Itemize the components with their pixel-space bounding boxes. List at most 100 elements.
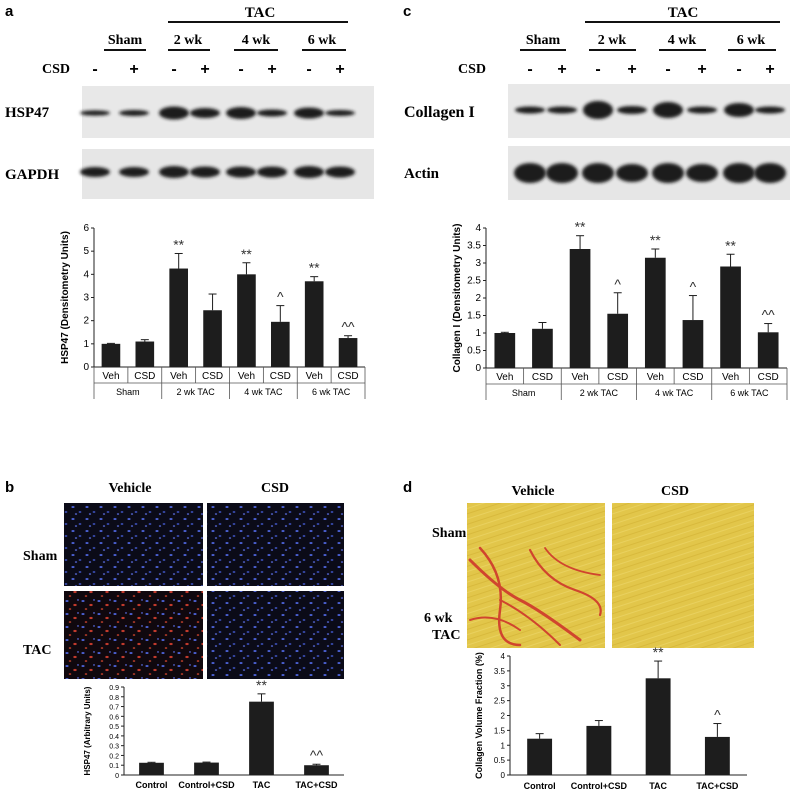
chart-b-ytick-label-0: 0: [115, 773, 119, 780]
blot-c-collagen-band-8: [755, 106, 785, 114]
chart-a-annotation-3: **: [173, 236, 184, 252]
blot-a-lane-sign-2: +: [129, 61, 138, 78]
chart-a-bar-8: [338, 338, 358, 367]
chart-b-ytick-label-2: 0.2: [109, 753, 119, 760]
micro-b-col-vehicle: Vehicle: [108, 481, 151, 496]
chart-c-ytick-label-4: 2: [475, 293, 481, 304]
chart-c-bar-6: [682, 320, 704, 368]
chart-c-ylabel: Collagen I (Densitometry Units): [452, 224, 463, 373]
blot-a-hsp47-band-4: [190, 108, 220, 118]
chart-d-ytick-label-2: 1: [501, 741, 506, 750]
blot-a-gapdh-band-6: [257, 166, 287, 178]
blot-c-actin-band-7: [723, 163, 755, 183]
micrograph-d-tac-csd: [612, 545, 754, 648]
chart-c-bar-7: [720, 266, 741, 368]
blot-a-gapdh-band-5: [226, 166, 256, 178]
blot-a-lane-sign-3: -: [171, 61, 176, 78]
chart-a-bar-7: [304, 281, 324, 367]
chart-a-category-3: Veh: [170, 371, 187, 382]
blot-c-lane-sign-5: -: [665, 61, 670, 78]
chart-c-bar-8: [757, 332, 779, 368]
micro-b-row-tac: TAC: [23, 643, 52, 658]
panel-letter-a: a: [5, 3, 14, 20]
chart-d-ytick-label-1: 0.5: [494, 756, 506, 765]
chart-d-ytick-label-7: 3.5: [494, 667, 506, 676]
chart-c-category-2: CSD: [532, 372, 553, 383]
blot-a-row-hsp47: HSP47: [5, 105, 50, 121]
chart-a-ylabel: HSP47 (Densitometry Units): [60, 231, 71, 364]
blot-a-gapdh-band-4: [190, 166, 220, 178]
blot-a-gapdh-band-7: [294, 166, 324, 178]
chart-a-group-2: 2 wk TAC: [177, 387, 216, 397]
chart-b-annotation-3: **: [256, 677, 267, 693]
chart-a-bar-4: [203, 310, 222, 367]
chart-a-bar-2: [135, 341, 155, 367]
chart-c-category-6: CSD: [682, 372, 703, 383]
chart-c-ytick-label-6: 3: [475, 258, 481, 269]
chart-c-group-2: 2 wk TAC: [580, 388, 619, 398]
chart-c-group-4: 6 wk TAC: [730, 388, 769, 398]
chart-a-group-1: Sham: [116, 387, 140, 397]
chart-d-bar-3: [645, 678, 671, 775]
chart-a-annotation-7: **: [309, 260, 320, 276]
micro-b-row-sham: Sham: [23, 549, 58, 564]
chart-b-ytick-label-4: 0.4: [109, 734, 119, 741]
blot-c-collagen-band-3: [583, 101, 613, 119]
blot-c-timepoint-6wk: 6 wk: [737, 33, 766, 48]
chart-b-category-4: TAC+CSD: [295, 780, 338, 790]
chart-a-category-5: Veh: [238, 371, 255, 382]
blot-c-lane-sign-7: -: [736, 61, 741, 78]
chart-a-bar-5: [237, 274, 256, 367]
chart-d-ytick-label-0: 0: [501, 771, 506, 780]
chart-c-ytick-label-7: 3.5: [467, 241, 481, 252]
chart-a-category-7: Veh: [306, 371, 323, 382]
chart-b-ytick-label-6: 0.6: [109, 714, 119, 721]
blot-a-lane-sign-5: -: [238, 61, 243, 78]
chart-c-group-3: 4 wk TAC: [655, 388, 694, 398]
blot-c-actin-band-6: [686, 164, 718, 182]
blot-a-timepoint-6wk: 6 wk: [308, 33, 337, 48]
chart-b-ytick-label-7: 0.7: [109, 705, 119, 712]
blot-c-lane-sign-1: -: [527, 61, 532, 78]
blot-a-timepoint-4wk: 4 wk: [242, 33, 271, 48]
blot-c-sham-label: Sham: [526, 33, 561, 48]
blot-c-lane-sign-4: +: [627, 61, 636, 78]
blot-c-row-actin: Actin: [404, 166, 440, 182]
blot-a-lane-sign-6: +: [267, 61, 276, 78]
chart-c-bar-1: [494, 333, 516, 368]
blot-a-lane-sign-1: -: [92, 61, 97, 78]
chart-a: 0 1 2 3 4 5 6 HSP47 (Densitometry Units) Veh CSD *…: [60, 223, 366, 399]
blot-c-actin-band-1: [514, 163, 546, 183]
chart-d-category-4: TAC+CSD: [696, 781, 739, 791]
chart-d-ytick-label-4: 2: [501, 712, 506, 721]
chart-c-annotation-5: **: [650, 232, 661, 248]
chart-d-category-3: TAC: [649, 781, 667, 791]
micro-d-row-6wk-tac-line2: TAC: [432, 628, 461, 643]
micro-d-row-6wk-tac: 6 wk TAC: [424, 611, 461, 643]
blot-c-actin-band-5: [652, 163, 684, 183]
blot-c-lane-sign-3: -: [595, 61, 600, 78]
chart-a-category-8: CSD: [338, 371, 359, 382]
chart-a-group-3: 4 wk TAC: [244, 387, 283, 397]
micrograph-b-tac-csd: [207, 591, 344, 679]
chart-a-category-1: Veh: [102, 371, 119, 382]
blot-a-csd-label: CSD: [42, 62, 70, 77]
chart-b-bar-3: [249, 701, 274, 775]
chart-a-bar-6: [270, 321, 290, 367]
blot-a-gapdh-band-1: [80, 167, 110, 177]
chart-a-ytick-label-0: 0: [83, 362, 89, 373]
chart-a-category-4: CSD: [202, 371, 223, 382]
blot-a-hsp47-band-8: [325, 110, 355, 116]
blot-c-collagen-band-2: [547, 106, 577, 114]
chart-b-ylabel: HSP47 (Arbitrary Units): [83, 686, 92, 775]
chart-c-ytick-label-2: 1: [475, 328, 481, 339]
chart-c-category-3: Veh: [571, 372, 588, 383]
blot-a-lane-sign-7: -: [306, 61, 311, 78]
micrograph-b-sham-vehicle: [64, 503, 203, 586]
chart-d: 0 0.5 1 1.5 2 2.5 3 3.5 4 Collagen Volume Fractio…: [474, 644, 747, 791]
chart-a-ytick-label-5: 5: [83, 246, 89, 257]
chart-c-bar-3: [569, 249, 591, 368]
chart-b-ytick-label-8: 0.8: [109, 695, 119, 702]
chart-b: 0 0.1 0.2 0.3 0.4 0.5 0.6 0.7 0.8 0.9 HSP47 (Arbit…: [83, 677, 344, 790]
chart-d-bar-2: [586, 725, 612, 775]
